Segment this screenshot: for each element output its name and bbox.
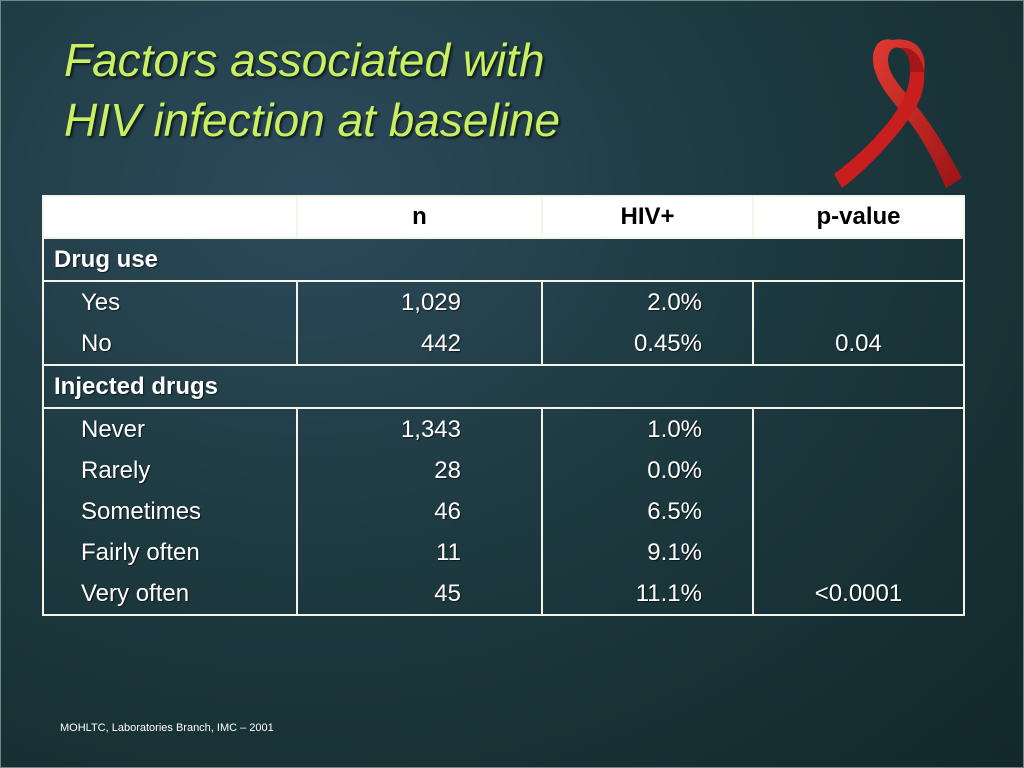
row-p-value [752, 450, 965, 491]
row-label: Sometimes [42, 491, 298, 532]
results-table: n HIV+ p-value Drug use Yes 1,029 2.0% N… [42, 195, 965, 616]
row-hiv: 9.1% [541, 532, 754, 573]
header-blank [42, 195, 298, 239]
slide-title: Factors associated with HIV infection at… [64, 30, 560, 150]
title-line-1: Factors associated with [64, 34, 545, 86]
row-n: 442 [296, 323, 543, 366]
row-hiv: 6.5% [541, 491, 754, 532]
row-label: Yes [42, 281, 298, 323]
header-hiv: HIV+ [541, 195, 754, 239]
table-header-row: n HIV+ p-value [42, 195, 965, 239]
header-p-value: p-value [752, 195, 965, 239]
row-n: 11 [296, 532, 543, 573]
row-p-value [752, 491, 965, 532]
row-hiv: 2.0% [541, 281, 754, 323]
row-n: 45 [296, 573, 543, 616]
group-row-drug-use: Drug use [42, 237, 965, 282]
table-row: No 442 0.45% 0.04 [42, 323, 965, 366]
row-n: 46 [296, 491, 543, 532]
group-row-injected-drugs: Injected drugs [42, 364, 965, 409]
red-awareness-ribbon-icon [834, 39, 962, 189]
row-label: Fairly often [42, 532, 298, 573]
group-label: Drug use [42, 237, 965, 282]
row-label: Very often [42, 573, 298, 616]
row-n: 1,029 [296, 281, 543, 323]
table-row: Yes 1,029 2.0% [42, 281, 965, 323]
table-row: Sometimes 46 6.5% [42, 491, 965, 532]
row-p-value [752, 408, 965, 450]
row-label: Rarely [42, 450, 298, 491]
row-p-value: <0.0001 [752, 573, 965, 616]
row-p-value [752, 532, 965, 573]
table-row: Rarely 28 0.0% [42, 450, 965, 491]
row-p-value [752, 281, 965, 323]
group-label: Injected drugs [42, 364, 965, 409]
row-hiv: 0.45% [541, 323, 754, 366]
header-n: n [296, 195, 543, 239]
row-label: Never [42, 408, 298, 450]
table-row: Very often 45 11.1% <0.0001 [42, 573, 965, 616]
row-label: No [42, 323, 298, 366]
row-hiv: 1.0% [541, 408, 754, 450]
row-hiv: 0.0% [541, 450, 754, 491]
table-row: Never 1,343 1.0% [42, 408, 965, 450]
row-hiv: 11.1% [541, 573, 754, 616]
slide-footer: MOHLTC, Laboratories Branch, IMC – 2001 [60, 722, 274, 734]
table-row: Fairly often 11 9.1% [42, 532, 965, 573]
row-n: 28 [296, 450, 543, 491]
title-line-2: HIV infection at baseline [64, 94, 561, 146]
row-p-value: 0.04 [752, 323, 965, 366]
row-n: 1,343 [296, 408, 543, 450]
